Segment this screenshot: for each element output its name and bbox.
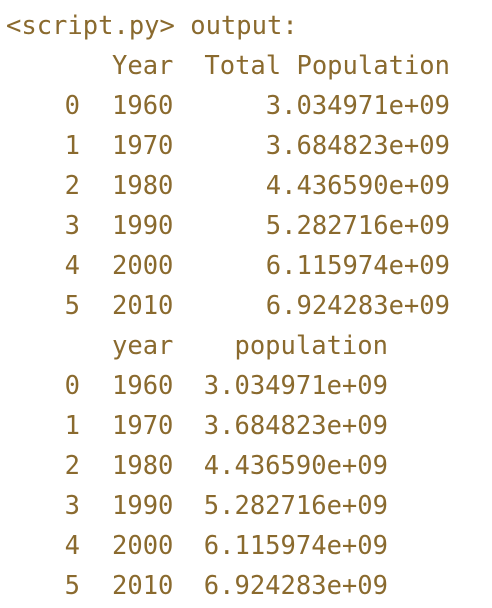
table-row: 5 2010 6.924283e+09 bbox=[0, 566, 492, 606]
row-year: 2000 bbox=[112, 531, 174, 561]
row-index: 1 bbox=[64, 131, 80, 161]
row-index: 0 bbox=[64, 371, 80, 401]
table-row: 4 2000 6.115974e+09 bbox=[0, 246, 492, 286]
row-index: 1 bbox=[64, 411, 80, 441]
table-row: 0 1960 3.034971e+09 bbox=[0, 366, 492, 406]
row-value: 4.436590e+09 bbox=[265, 171, 450, 201]
table-row: 5 2010 6.924283e+09 bbox=[0, 286, 492, 326]
column-header-value: population bbox=[234, 331, 388, 361]
output-header: <script.py> output: bbox=[6, 11, 298, 41]
table-row: 2 1980 4.436590e+09 bbox=[0, 446, 492, 486]
row-year: 2000 bbox=[112, 251, 174, 281]
row-year: 1970 bbox=[112, 131, 174, 161]
row-index: 0 bbox=[64, 91, 80, 121]
row-year: 1960 bbox=[112, 371, 174, 401]
column-header-year: Year bbox=[112, 51, 174, 81]
row-year: 1990 bbox=[112, 491, 174, 521]
row-year: 1960 bbox=[112, 91, 174, 121]
row-value: 6.115974e+09 bbox=[265, 251, 450, 281]
row-index: 3 bbox=[64, 491, 80, 521]
row-year: 1980 bbox=[112, 171, 174, 201]
row-year: 1980 bbox=[112, 451, 174, 481]
row-year: 2010 bbox=[112, 291, 174, 321]
table-header-row: year population bbox=[0, 326, 492, 366]
row-year: 1990 bbox=[112, 211, 174, 241]
column-header-year: year bbox=[112, 331, 174, 361]
row-value: 5.282716e+09 bbox=[265, 211, 450, 241]
row-value: 6.924283e+09 bbox=[265, 291, 450, 321]
table-row: 1 1970 3.684823e+09 bbox=[0, 406, 492, 446]
table-row: 3 1990 5.282716e+09 bbox=[0, 206, 492, 246]
row-index: 5 bbox=[64, 291, 80, 321]
table-header-row: Year Total Population bbox=[0, 46, 492, 86]
row-year: 1970 bbox=[112, 411, 174, 441]
row-value: 3.034971e+09 bbox=[265, 91, 450, 121]
table-row: 3 1990 5.282716e+09 bbox=[0, 486, 492, 526]
row-value: 3.034971e+09 bbox=[203, 371, 388, 401]
table-row: 0 1960 3.034971e+09 bbox=[0, 86, 492, 126]
table-row: 4 2000 6.115974e+09 bbox=[0, 526, 492, 566]
row-value: 6.115974e+09 bbox=[203, 531, 388, 561]
column-header-value: Total Population bbox=[204, 51, 450, 81]
row-value: 6.924283e+09 bbox=[203, 571, 388, 601]
table-row: 1 1970 3.684823e+09 bbox=[0, 126, 492, 166]
row-index: 3 bbox=[64, 211, 80, 241]
row-value: 4.436590e+09 bbox=[203, 451, 388, 481]
row-index: 2 bbox=[64, 451, 80, 481]
table-row: 2 1980 4.436590e+09 bbox=[0, 166, 492, 206]
row-index: 4 bbox=[64, 251, 80, 281]
row-year: 2010 bbox=[112, 571, 174, 601]
row-index: 4 bbox=[64, 531, 80, 561]
row-index: 5 bbox=[64, 571, 80, 601]
row-value: 5.282716e+09 bbox=[203, 491, 388, 521]
row-value: 3.684823e+09 bbox=[265, 131, 450, 161]
row-value: 3.684823e+09 bbox=[203, 411, 388, 441]
row-index: 2 bbox=[64, 171, 80, 201]
